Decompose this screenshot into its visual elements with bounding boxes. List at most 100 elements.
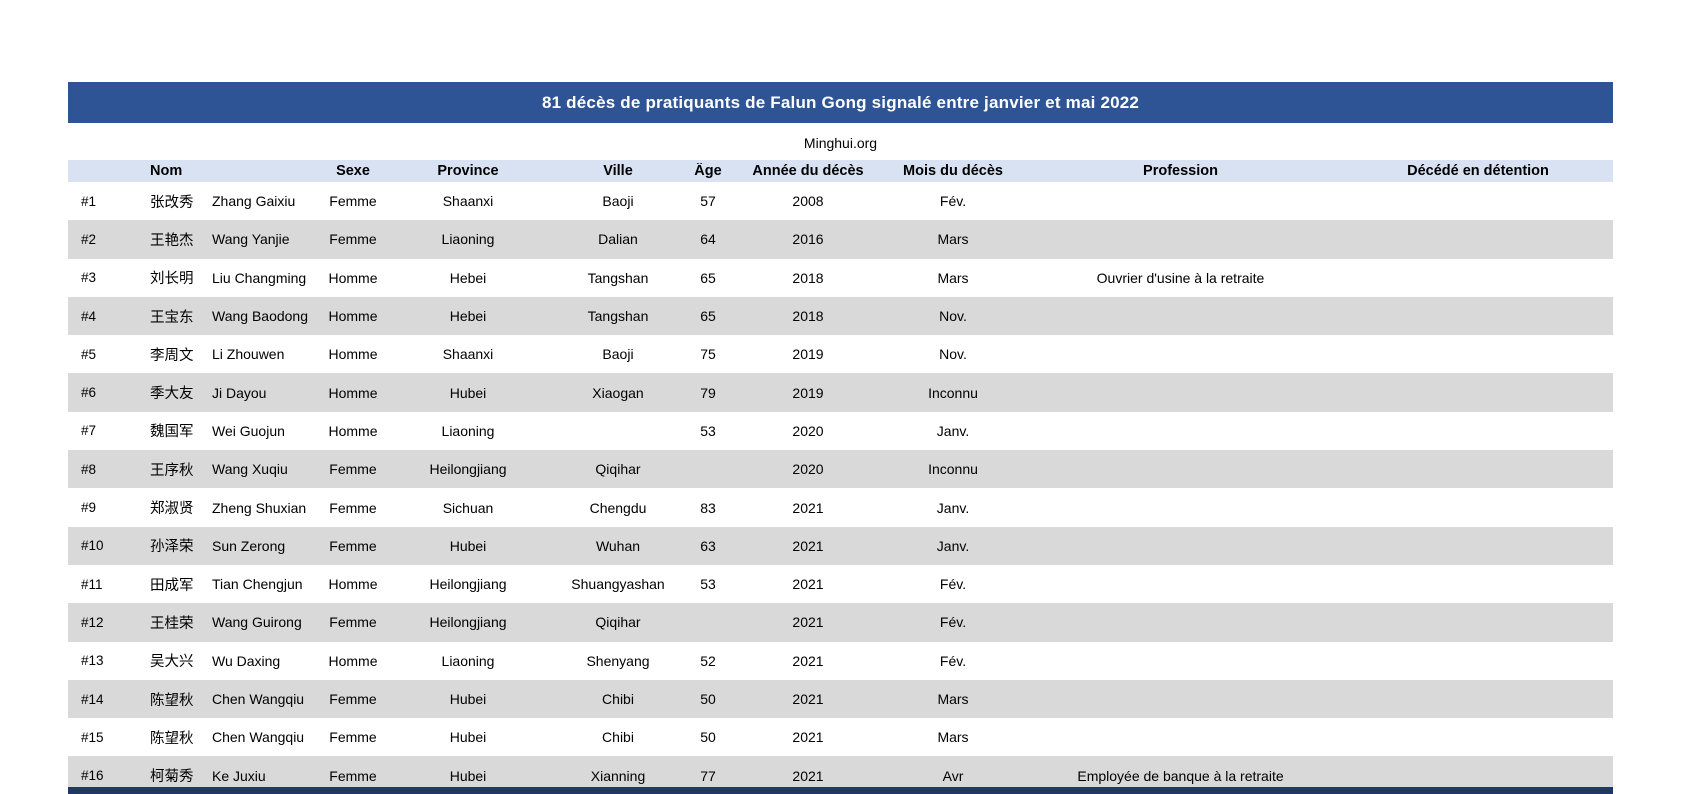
table-title-bar: 81 décès de pratiquants de Falun Gong si… [68,82,1613,123]
cell-annee-deces: 2021 [792,614,824,631]
source-caption: Minghui.org [803,135,878,151]
cell-row-number: #11 [81,576,103,592]
cell-row-number: #6 [81,385,97,401]
header-age: Âge [694,163,722,179]
cell-annee-deces: 2018 [792,308,824,325]
table-row: #5 李周文 Li Zhouwen Homme Shaanxi Baoji 75 2019 No… [68,335,1613,374]
cell-profession: Ouvrier d'usine à la retraite [1096,269,1265,286]
cell-age: 75 [700,346,716,363]
table-row: #13 吴大兴 Wu Daxing Homme Liaoning Shenyang 52 20… [68,641,1613,680]
cell-name-latin: Wang Yanjie [212,231,290,248]
table-row: #14 陈望秋 Chen Wangqiu Femme Hubei Chibi 50 2021 M… [68,679,1613,719]
table-row: #2 王艳杰 Wang Yanjie Femme Liaoning Dalian 64 201… [68,220,1613,259]
cell-name: 陈望秋 Chen Wangqiu [108,689,318,710]
cell-annee-deces: 2019 [792,346,824,363]
cell-age: 83 [700,499,716,516]
cell-province: Hebei [449,308,487,325]
cell-row-number: #13 [81,653,104,669]
cell-row-number: #3 [81,270,97,286]
cell-province: Hubei [449,767,487,784]
cell-name-latin: Zheng Shuxian [212,499,307,516]
cell-annee-deces: 2021 [792,537,824,554]
cell-annee-deces: 2021 [792,691,824,707]
cell-name-chinese: 刘长明 [150,271,194,288]
cell-ville: Qiqihar [595,614,641,631]
cell-name-chinese: 柯菊秀 [150,769,194,786]
cell-name: 王桂荣 Wang Guirong [108,612,318,633]
cell-age: 65 [700,308,716,325]
table-title: 81 décès de pratiquants de Falun Gong si… [541,92,1140,112]
cell-sexe: Homme [328,384,378,401]
cell-row-number: #16 [81,768,104,784]
cell-province: Sichuan [442,499,494,516]
cell-name: 郑淑贤 Zheng Shuxian [108,497,318,518]
cell-name-latin: Li Zhouwen [212,346,285,363]
cell-ville: Xiaogan [592,384,644,401]
header-profession: Profession [1143,163,1218,179]
cell-province: Shaanxi [442,193,494,210]
cell-age: 53 [700,422,716,439]
cell-mois-deces: Mars [937,729,969,746]
cell-mois-deces: Avr [942,767,964,784]
table-row: #15 陈望秋 Chen Wangqiu Femme Hubei Chibi 50 2021 M… [68,718,1613,757]
cell-name: 柯菊秀 Ke Juxiu [108,765,318,786]
cell-row-number: #7 [81,423,97,439]
cell-name: 孙泽荣 Sun Zerong [108,535,318,556]
cell-sexe: Femme [329,499,377,516]
cell-sexe: Femme [329,614,377,631]
cell-name-chinese: 郑淑贤 [150,501,194,518]
cell-ville: Chengdu [589,499,647,516]
table-row: #6 季大友 Ji Dayou Homme Hubei Xiaogan 79 2019 Inco… [68,373,1613,412]
cell-age: 57 [700,193,716,210]
cell-ville: Chibi [602,729,634,746]
cell-annee-deces: 2016 [792,231,824,248]
cell-name-chinese: 王宝东 [150,309,194,326]
cell-age: 77 [700,767,716,784]
cell-name-chinese: 王序秋 [150,462,194,479]
cell-row-number: #8 [81,461,97,477]
cell-name-chinese: 季大友 [150,386,194,403]
cell-name-latin: Wang Guirong [212,614,302,631]
cell-ville: Dalian [598,231,638,248]
cell-age: 63 [700,537,716,554]
cell-mois-deces: Mars [937,231,969,248]
cell-name-latin: Wang Baodong [212,308,308,325]
cell-mois-deces: Mars [937,691,969,707]
cell-annee-deces: 2021 [792,576,824,593]
cell-ville: Qiqihar [595,461,641,478]
cell-name-chinese: 魏国军 [150,424,194,441]
cell-age: 64 [700,231,716,248]
cell-name-latin: Wu Daxing [212,652,281,669]
cell-mois-deces: Janv. [936,537,970,554]
cell-sexe: Femme [329,537,377,554]
cell-name-latin: Tian Chengjun [212,576,303,593]
cell-ville: Baoji [602,346,634,363]
cell-name-latin: Ke Juxiu [212,767,266,784]
cell-annee-deces: 2018 [792,269,824,286]
cell-annee-deces: 2021 [792,652,824,669]
table-row: #11 田成军 Tian Chengjun Homme Heilongjiang Shua… [68,564,1613,604]
cell-name-chinese: 陈望秋 [150,692,194,709]
cell-name: 王宝东 Wang Baodong [108,306,318,327]
cell-name-chinese: 孙泽荣 [150,539,194,556]
cell-ville: Xianning [590,767,646,784]
table-row: #10 孙泽荣 Sun Zerong Femme Hubei Wuhan 63 2021 Jan… [68,526,1613,565]
cell-name-chinese: 田成军 [150,577,194,594]
cell-ville: Shenyang [586,652,650,669]
cell-sexe: Femme [329,729,377,746]
cell-annee-deces: 2021 [792,767,824,784]
cell-name-latin: Chen Wangqiu [212,729,305,746]
cell-annee-deces: 2021 [792,499,824,516]
cell-row-number: #2 [81,231,97,247]
cell-mois-deces: Nov. [939,346,967,363]
cell-age: 52 [700,652,716,669]
cell-row-number: #9 [81,500,97,516]
table-row: #4 王宝东 Wang Baodong Homme Hebei Tangshan 65 201… [68,296,1613,336]
cell-mois-deces: Janv. [936,422,970,439]
cell-age: 50 [700,729,716,746]
cell-name: 田成军 Tian Chengjun [108,574,318,595]
cell-row-number: #12 [81,614,104,630]
cell-name: 王艳杰 Wang Yanjie [108,229,318,250]
cell-annee-deces: 2021 [792,729,824,746]
cell-row-number: #1 [81,193,97,209]
